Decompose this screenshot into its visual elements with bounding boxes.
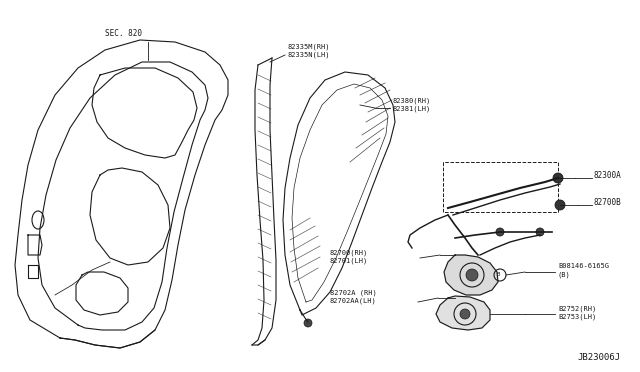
Text: 82702A (RH): 82702A (RH) [330, 290, 377, 296]
Text: B2752(RH): B2752(RH) [558, 305, 596, 311]
Text: 82300A: 82300A [594, 170, 621, 180]
Text: 82381(LH): 82381(LH) [393, 105, 431, 112]
Circle shape [555, 200, 565, 210]
Text: B08146-6165G: B08146-6165G [558, 263, 609, 269]
Circle shape [466, 269, 478, 281]
Text: 82700B: 82700B [594, 198, 621, 206]
Text: 82380(RH): 82380(RH) [393, 97, 431, 103]
Text: B: B [497, 273, 500, 278]
Polygon shape [436, 296, 490, 330]
Text: JB23006J: JB23006J [577, 353, 620, 362]
Circle shape [536, 228, 544, 236]
Polygon shape [444, 255, 498, 295]
Circle shape [304, 319, 312, 327]
Text: (B): (B) [558, 271, 571, 278]
Circle shape [553, 173, 563, 183]
Text: 82702AA(LH): 82702AA(LH) [330, 298, 377, 305]
Text: 82335N(LH): 82335N(LH) [288, 51, 330, 58]
Circle shape [460, 309, 470, 319]
Circle shape [496, 228, 504, 236]
Text: 82335M(RH): 82335M(RH) [288, 43, 330, 49]
Text: B2753(LH): B2753(LH) [558, 313, 596, 320]
Text: 82701(LH): 82701(LH) [330, 258, 368, 264]
Text: 82700(RH): 82700(RH) [330, 250, 368, 257]
Text: SEC. 820: SEC. 820 [105, 29, 142, 38]
